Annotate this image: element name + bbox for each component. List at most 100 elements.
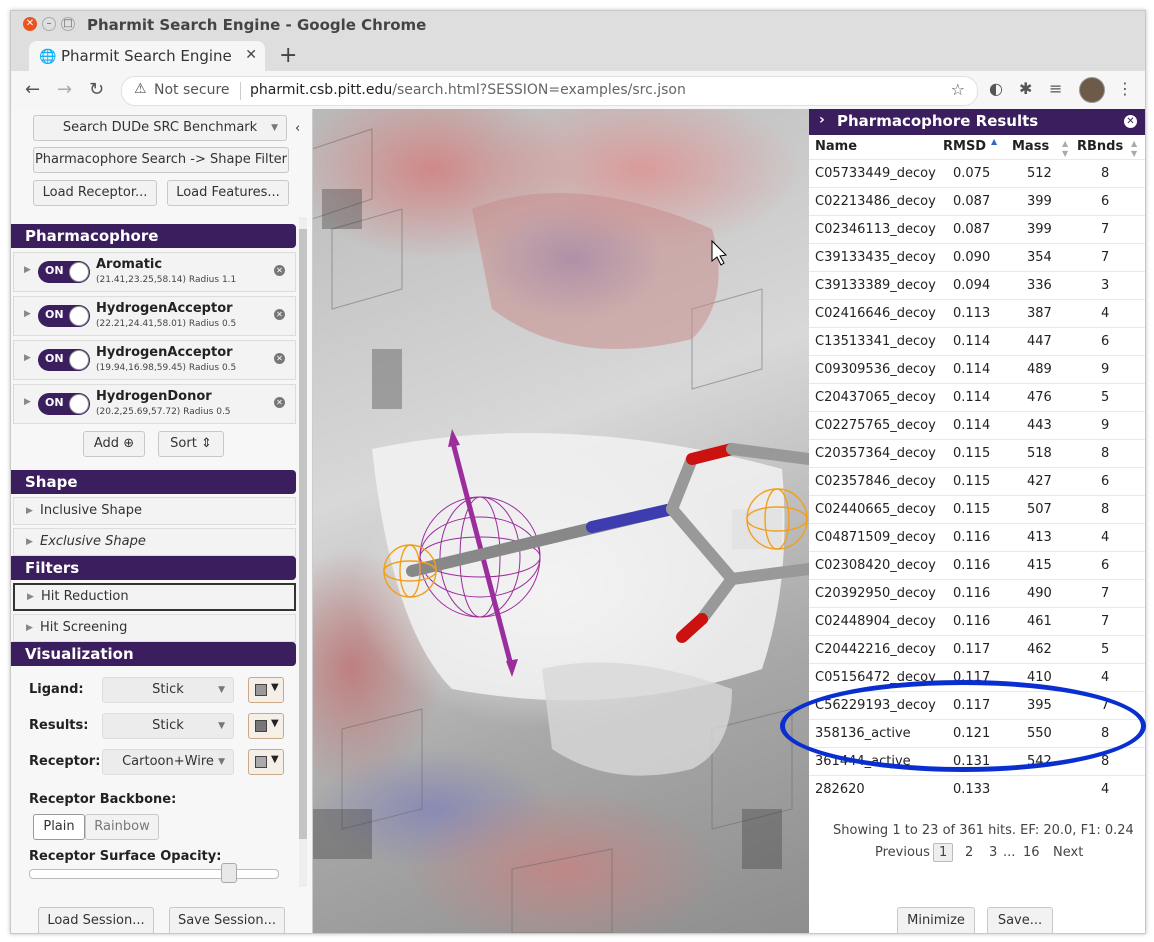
table-row[interactable]: C05733449_decoy 0.075 512 8 bbox=[809, 159, 1145, 188]
extension-icon[interactable]: ◐ bbox=[989, 79, 1003, 98]
table-row[interactable]: C20392950_decoy 0.116 490 7 bbox=[809, 579, 1145, 608]
url-text[interactable]: pharmit.csb.pitt.edu/search.html?SESSION… bbox=[250, 82, 686, 98]
table-row[interactable]: C20442216_decoy 0.117 462 5 bbox=[809, 635, 1145, 664]
hit-reduction-section[interactable]: ▶ Hit Reduction bbox=[13, 583, 296, 611]
receptor-color-button[interactable]: ▼ bbox=[248, 749, 284, 775]
ligand-style-select[interactable]: Stick ▼ bbox=[102, 677, 234, 703]
table-row[interactable]: C39133435_decoy 0.090 354 7 bbox=[809, 243, 1145, 272]
expand-triangle-icon[interactable]: ▶ bbox=[24, 353, 31, 363]
table-row[interactable]: C05156472_decoy 0.117 410 4 bbox=[809, 663, 1145, 692]
scrollbar-thumb[interactable] bbox=[299, 229, 307, 839]
back-icon[interactable]: ← bbox=[25, 79, 41, 100]
remove-feature-icon[interactable]: ✕ bbox=[274, 265, 285, 276]
plain-backbone-button[interactable]: Plain bbox=[33, 814, 85, 840]
ligand-color-button[interactable]: ▼ bbox=[248, 677, 284, 703]
browser-tab[interactable]: 🌐 Pharmit Search Engine ✕ bbox=[29, 41, 265, 71]
results-header[interactable]: › Pharmacophore Results ✕ bbox=[809, 109, 1145, 135]
pharma-shape-filter-button[interactable]: Pharmacophore Search -> Shape Filter bbox=[33, 147, 289, 173]
exclusive-shape-section[interactable]: ▶ Exclusive Shape bbox=[13, 528, 296, 556]
avatar[interactable] bbox=[1079, 77, 1105, 103]
visualization-header[interactable]: Visualization bbox=[11, 642, 296, 666]
rainbow-backbone-button[interactable]: Rainbow bbox=[85, 814, 159, 840]
feature-toggle[interactable]: ON bbox=[38, 349, 90, 371]
inclusive-shape-section[interactable]: ▶ Inclusive Shape bbox=[13, 497, 296, 525]
feature-toggle[interactable]: ON bbox=[38, 261, 90, 283]
remove-feature-icon[interactable]: ✕ bbox=[274, 397, 285, 408]
expand-triangle-icon[interactable]: ▶ bbox=[24, 397, 31, 407]
table-row[interactable]: C02448904_decoy 0.116 461 7 bbox=[809, 607, 1145, 636]
table-row[interactable]: 361444_active 0.131 542 8 bbox=[809, 747, 1145, 776]
column-header-mass[interactable]: Mass ▲ ▼ bbox=[1012, 135, 1068, 159]
load-features-button[interactable]: Load Features... bbox=[167, 180, 289, 206]
minimize-window-icon[interactable]: – bbox=[42, 17, 56, 31]
table-row[interactable]: C02346113_decoy 0.087 399 7 bbox=[809, 215, 1145, 244]
add-feature-button[interactable]: Add ⊕ bbox=[83, 431, 145, 457]
next-page-button[interactable]: Next bbox=[1053, 845, 1084, 860]
puzzle-icon[interactable]: ✱ bbox=[1019, 79, 1033, 98]
column-header-name[interactable]: Name bbox=[815, 139, 858, 154]
maximize-window-icon[interactable]: □ bbox=[61, 17, 75, 31]
table-row[interactable]: 282620 0.133 4 bbox=[809, 775, 1145, 797]
previous-page-button[interactable]: Previous bbox=[875, 845, 930, 860]
results-style-select[interactable]: Stick ▼ bbox=[102, 713, 234, 739]
bookmark-star-icon[interactable]: ☆ bbox=[950, 80, 965, 99]
load-receptor-button[interactable]: Load Receptor... bbox=[33, 180, 157, 206]
table-row[interactable]: C39133389_decoy 0.094 336 3 bbox=[809, 271, 1145, 300]
results-color-button[interactable]: ▼ bbox=[248, 713, 284, 739]
table-row[interactable]: C09309536_decoy 0.114 489 9 bbox=[809, 355, 1145, 384]
save-session-button[interactable]: Save Session... bbox=[169, 907, 285, 933]
column-header-rbnds[interactable]: RBnds ▲ ▼ bbox=[1077, 135, 1137, 159]
column-header-rmsd[interactable]: RMSD ▲ bbox=[943, 135, 997, 159]
close-tab-icon[interactable]: ✕ bbox=[245, 47, 257, 63]
chevron-down-icon[interactable]: ▼ bbox=[271, 123, 278, 133]
page-button[interactable]: 1 bbox=[933, 843, 954, 862]
table-row[interactable]: C02440665_decoy 0.115 507 8 bbox=[809, 495, 1145, 524]
feature-toggle[interactable]: ON bbox=[38, 393, 90, 415]
opacity-slider-track[interactable] bbox=[29, 869, 279, 879]
panel-scrollbar[interactable] bbox=[299, 217, 307, 887]
feature-row[interactable]: ▶ ON HydrogenAcceptor (22.21,24.41,58.01… bbox=[13, 296, 296, 336]
remove-feature-icon[interactable]: ✕ bbox=[274, 309, 285, 320]
menu-icon[interactable]: ⋮ bbox=[1117, 79, 1133, 98]
forward-icon[interactable]: → bbox=[57, 79, 73, 100]
page-button[interactable]: 16 bbox=[1023, 845, 1040, 860]
chevron-right-icon[interactable]: › bbox=[819, 112, 825, 128]
table-row[interactable]: C02213486_decoy 0.087 399 6 bbox=[809, 187, 1145, 216]
save-results-button[interactable]: Save... bbox=[987, 907, 1053, 933]
sort-button[interactable]: Sort ⇕ bbox=[158, 431, 224, 457]
table-row[interactable]: C56229193_decoy 0.117 395 7 bbox=[809, 691, 1145, 720]
shape-header[interactable]: Shape bbox=[11, 470, 296, 494]
feature-row[interactable]: ▶ ON Aromatic (21.41,23.25,58.14) Radius… bbox=[13, 252, 296, 292]
expand-triangle-icon[interactable]: ▶ bbox=[24, 265, 31, 275]
table-row[interactable]: 358136_active 0.121 550 8 bbox=[809, 719, 1145, 748]
table-row[interactable]: C02416646_decoy 0.113 387 4 bbox=[809, 299, 1145, 328]
remove-feature-icon[interactable]: ✕ bbox=[274, 353, 285, 364]
table-row[interactable]: C02308420_decoy 0.116 415 6 bbox=[809, 551, 1145, 580]
close-window-icon[interactable]: ✕ bbox=[23, 17, 37, 31]
pharmacophore-header[interactable]: Pharmacophore bbox=[11, 224, 296, 248]
table-row[interactable]: C02357846_decoy 0.115 427 6 bbox=[809, 467, 1145, 496]
molecule-viewer[interactable] bbox=[312, 109, 809, 933]
filters-header[interactable]: Filters bbox=[11, 556, 296, 580]
feature-row[interactable]: ▶ ON HydrogenAcceptor (19.94,16.98,59.45… bbox=[13, 340, 296, 380]
media-icon[interactable]: ≡ bbox=[1049, 79, 1063, 98]
load-session-button[interactable]: Load Session... bbox=[38, 907, 154, 933]
feature-row[interactable]: ▶ ON HydrogenDonor (20.2,25.69,57.72) Ra… bbox=[13, 384, 296, 424]
expand-triangle-icon[interactable]: ▶ bbox=[24, 309, 31, 319]
address-bar[interactable]: ⚠ Not secure pharmit.csb.pitt.edu/search… bbox=[121, 76, 978, 106]
opacity-slider-handle[interactable] bbox=[221, 863, 237, 883]
table-row[interactable]: C20437065_decoy 0.114 476 5 bbox=[809, 383, 1145, 412]
new-tab-icon[interactable]: + bbox=[279, 43, 298, 68]
table-row[interactable]: C02275765_decoy 0.114 443 9 bbox=[809, 411, 1145, 440]
reload-icon[interactable]: ↻ bbox=[89, 79, 105, 100]
page-button[interactable]: 2 bbox=[965, 845, 974, 860]
table-row[interactable]: C04871509_decoy 0.116 413 4 bbox=[809, 523, 1145, 552]
feature-toggle[interactable]: ON bbox=[38, 305, 90, 327]
close-results-icon[interactable]: ✕ bbox=[1124, 115, 1137, 128]
table-row[interactable]: C13513341_decoy 0.114 447 6 bbox=[809, 327, 1145, 356]
table-row[interactable]: C20357364_decoy 0.115 518 8 bbox=[809, 439, 1145, 468]
page-button[interactable]: 3 bbox=[989, 845, 998, 860]
collapse-panel-icon[interactable]: ‹ bbox=[295, 121, 301, 136]
receptor-style-select[interactable]: Cartoon+Wire ▼ bbox=[102, 749, 234, 775]
minimize-button[interactable]: Minimize bbox=[897, 907, 975, 933]
